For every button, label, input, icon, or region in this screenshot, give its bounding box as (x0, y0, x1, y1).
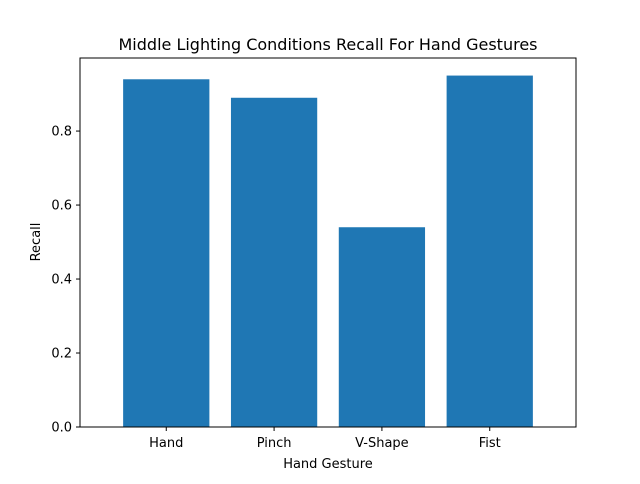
bar-hand (123, 79, 210, 427)
bar-fist (446, 75, 533, 428)
x-axis: Hand Pinch V-Shape Fist (149, 427, 501, 451)
bar-v-shape (338, 227, 426, 427)
x-tick-label: Pinch (257, 436, 292, 451)
chart-title: Middle Lighting Conditions Recall For Ha… (119, 35, 538, 54)
plot-frame (79, 57, 577, 428)
y-tick-label: 0.4 (51, 273, 72, 288)
y-axis-label: Recall (29, 223, 44, 262)
x-tick-label: V-Shape (355, 436, 409, 451)
bar-pinch (230, 97, 318, 428)
x-axis-label: Hand Gesture (283, 457, 373, 472)
y-tick-label: 0.0 (51, 421, 72, 436)
x-tick-label: Fist (479, 436, 501, 451)
y-axis: 0.0 0.2 0.4 0.6 0.8 (51, 125, 80, 436)
x-tick-label: Hand (149, 436, 183, 451)
y-tick-label: 0.8 (51, 125, 72, 140)
bars-group (123, 75, 533, 428)
y-tick-label: 0.6 (51, 199, 72, 214)
y-tick-label: 0.2 (51, 347, 72, 362)
